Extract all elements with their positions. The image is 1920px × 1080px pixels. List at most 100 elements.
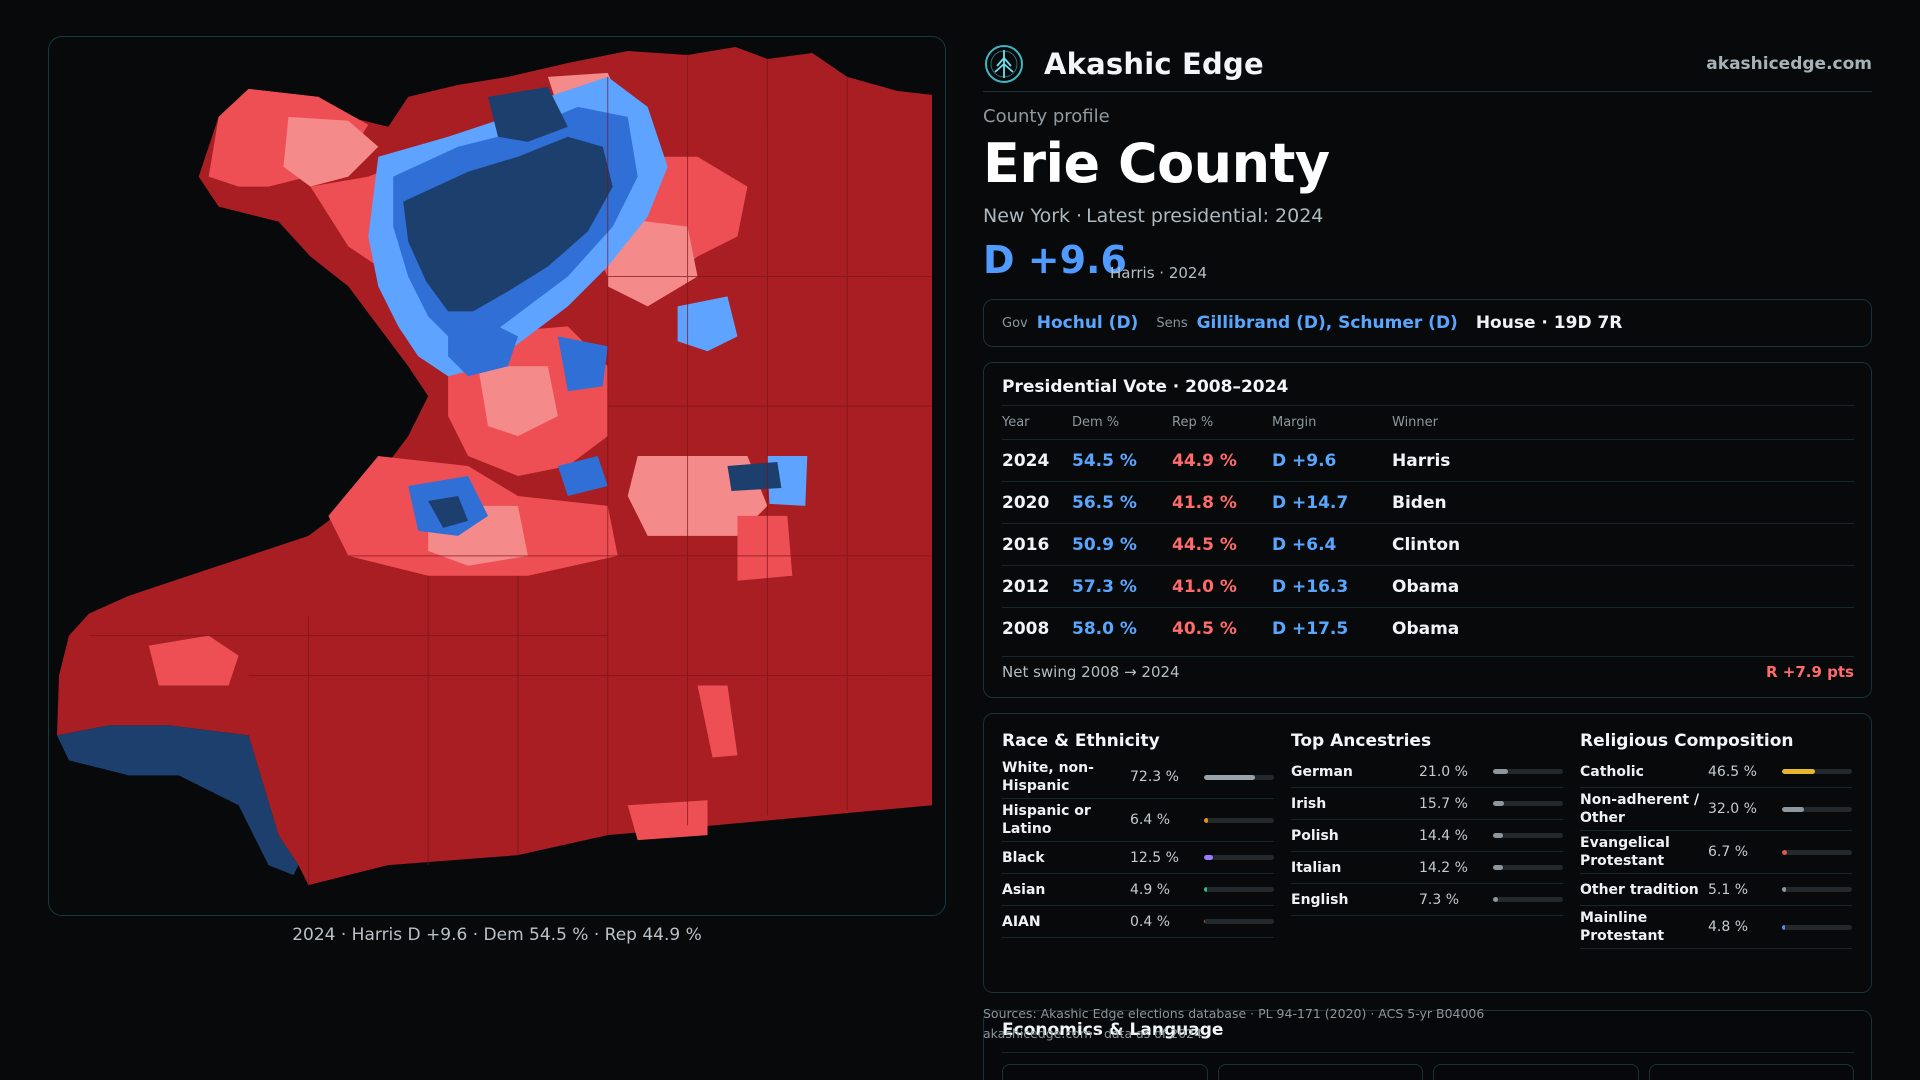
map-region-dem — [557, 456, 608, 496]
demo-name: White, non-Hispanic — [1002, 760, 1094, 794]
demo-row: Asian 4.9 % — [1002, 874, 1274, 906]
economics-cards: Median HH income Poverty rate English at… — [1002, 1064, 1854, 1080]
house-delegation: House · 19D 7R — [1475, 313, 1623, 333]
net-swing: Net swing 2008 → 2024 R +7.9 pts — [1002, 656, 1854, 686]
row-margin: D +9.6 — [1272, 450, 1337, 471]
demo-name: Polish — [1291, 827, 1339, 844]
demo-bar-fill — [1493, 833, 1504, 838]
demo-name: Evangelical Protestant — [1580, 835, 1670, 869]
religion-section: Religious Composition Catholic 46.5 % Non-… — [1580, 726, 1852, 949]
sens-label: Sens — [1156, 315, 1188, 331]
demo-percent: 14.2 % — [1419, 859, 1468, 876]
demographics-panel: Race & Ethnicity White, non-Hispanic 72.3… — [983, 713, 1872, 993]
demo-bar-track — [1782, 806, 1852, 812]
demo-bar-fill — [1782, 887, 1786, 892]
demo-percent: 7.3 % — [1419, 891, 1460, 908]
demo-bar-track — [1782, 887, 1852, 892]
demo-row: Evangelical Protestant 6.7 % — [1580, 831, 1852, 874]
precinct-lines — [88, 54, 933, 886]
table-row[interactable]: 2020 56.5 % 41.8 % D +14.7 Biden — [1002, 481, 1854, 523]
row-year: 2016 — [1002, 534, 1050, 555]
compass-tree-icon[interactable] — [984, 44, 1024, 84]
demo-row: White, non-Hispanic 72.3 % — [1002, 756, 1274, 799]
demo-row: Italian 14.2 % — [1291, 852, 1563, 884]
separator-dot: · — [1076, 205, 1083, 227]
demo-bar-fill — [1493, 865, 1503, 870]
governor-link[interactable]: Hochul (D) — [1036, 313, 1139, 333]
religion-title: Religious Composition — [1580, 731, 1794, 751]
demo-percent: 14.4 % — [1419, 827, 1468, 844]
demo-bar-fill — [1782, 769, 1815, 774]
row-rep: 40.5 % — [1172, 618, 1237, 639]
row-year: 2012 — [1002, 576, 1050, 597]
row-winner: Clinton — [1392, 534, 1461, 555]
row-dem: 54.5 % — [1072, 450, 1137, 471]
presidential-table: Year Dem % Rep % Margin Winner 2024 54.5… — [1002, 405, 1854, 649]
demo-percent: 6.7 % — [1708, 844, 1749, 860]
row-dem: 58.0 % — [1072, 618, 1137, 639]
sources-note: Sources: Akashic Edge elections database… — [983, 1006, 1485, 1021]
demo-bar-fill — [1204, 887, 1208, 892]
table-row[interactable]: 2012 57.3 % 41.0 % D +16.3 Obama — [1002, 565, 1854, 607]
demo-name: English — [1291, 891, 1349, 908]
demo-row: German 21.0 % — [1291, 756, 1563, 788]
divider — [1002, 1052, 1854, 1053]
demo-bar-track — [1782, 924, 1852, 930]
map-region-rep-mid — [737, 515, 793, 581]
demo-percent: 4.9 % — [1130, 881, 1171, 898]
demo-name: Catholic — [1580, 763, 1644, 780]
demo-percent: 46.5 % — [1708, 763, 1757, 780]
demo-bar-fill — [1493, 769, 1508, 774]
row-year: 2020 — [1002, 492, 1050, 513]
headline-margin: D +9.6 — [983, 238, 1127, 282]
row-margin: D +16.3 — [1272, 576, 1349, 597]
presidential-vote-panel: Presidential Vote · 2008–2024 Year Dem %… — [983, 362, 1872, 698]
county-precinct-map[interactable] — [49, 37, 945, 915]
demo-name: Non-adherent / Other — [1580, 792, 1700, 826]
latest-election: Latest presidential: 2024 — [1086, 205, 1324, 227]
headline-margin-note: Harris · 2024 — [1110, 264, 1208, 282]
demo-row: Irish 15.7 % — [1291, 788, 1563, 820]
table-row[interactable]: 2024 54.5 % 44.9 % D +9.6 Harris — [1002, 439, 1854, 481]
profile-subline: New York · Latest presidential: 2024 — [983, 205, 1323, 227]
demo-name: Black — [1002, 849, 1045, 866]
race-ethnicity-section: Race & Ethnicity White, non-Hispanic 72.3… — [1002, 726, 1274, 938]
county-map-panel[interactable] — [48, 36, 946, 916]
ancestry-section: Top Ancestries German 21.0 % Irish 15.7 % Po… — [1291, 726, 1563, 916]
map-region-dem-strong — [57, 725, 299, 876]
row-rep: 44.9 % — [1172, 450, 1237, 471]
map-region-dem-strong — [428, 495, 469, 528]
gov-label: Gov — [1002, 315, 1028, 331]
brand-name[interactable]: Akashic Edge — [1044, 46, 1264, 81]
table-row[interactable]: 2008 58.0 % 40.5 % D +17.5 Obama — [1002, 607, 1854, 649]
table-row[interactable]: 2016 50.9 % 44.5 % D +6.4 Clinton — [1002, 523, 1854, 565]
race-list: White, non-Hispanic 72.3 % Hispanic or Lat… — [1002, 756, 1274, 938]
col-dem: Dem % — [1072, 415, 1120, 430]
senators-link[interactable]: Gillibrand (D), Schumer (D) — [1196, 313, 1458, 333]
map-region-rep-light — [283, 116, 379, 187]
page-title: Erie County — [983, 132, 1330, 195]
map-region-rep-light — [607, 216, 698, 307]
demo-percent: 15.7 % — [1419, 795, 1468, 812]
ancestry-title: Top Ancestries — [1291, 731, 1432, 751]
col-rep: Rep % — [1172, 415, 1214, 430]
col-margin: Margin — [1272, 415, 1317, 430]
map-region-rep-light — [478, 366, 558, 437]
demo-bar-fill — [1204, 855, 1213, 860]
net-swing-value: R +7.9 pts — [1766, 662, 1854, 681]
demo-row: Other tradition 5.1 % — [1580, 874, 1852, 906]
row-year: 2024 — [1002, 450, 1050, 471]
brand-site-link[interactable]: akashicedge.com — [1706, 53, 1872, 74]
economics-title: Economics & Language — [1002, 1020, 1224, 1040]
demo-bar-track — [1204, 887, 1274, 892]
demo-percent: 0.4 % — [1130, 913, 1171, 930]
demo-bar-fill — [1204, 774, 1255, 780]
map-region-dem — [557, 336, 608, 392]
col-year: Year — [1002, 415, 1030, 430]
row-rep: 41.8 % — [1172, 492, 1237, 513]
demo-percent: 72.3 % — [1130, 769, 1179, 785]
demo-bar-track — [1493, 801, 1563, 806]
demo-name: Asian — [1002, 881, 1046, 898]
row-dem: 50.9 % — [1072, 534, 1137, 555]
demo-bar-track — [1782, 849, 1852, 855]
